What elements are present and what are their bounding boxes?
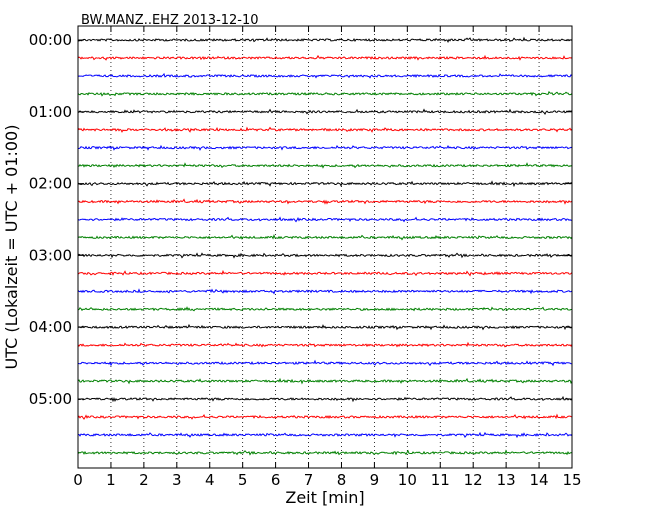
trace-row-23	[77, 449, 573, 456]
trace-row-12	[77, 252, 573, 259]
x-tick-label: 7	[304, 471, 314, 489]
x-tick-label: 3	[172, 471, 182, 489]
x-axis-label: Zeit [min]	[285, 488, 364, 507]
trace-layer	[77, 36, 573, 456]
y-tick-label: 01:00	[29, 103, 72, 121]
x-tick-label: 6	[271, 471, 281, 489]
x-tick-label: 4	[205, 471, 215, 489]
trace-row-10	[77, 216, 573, 223]
trace-row-18	[77, 359, 573, 367]
chart-title: BW.MANZ..EHZ 2013-12-10	[81, 13, 259, 28]
y-tick-label: 00:00	[29, 31, 72, 49]
trace-row-3	[77, 90, 573, 97]
trace-row-6	[77, 144, 573, 151]
trace-row-22	[77, 431, 573, 439]
x-tick-label: 0	[73, 471, 83, 489]
y-tick-label: 04:00	[29, 318, 72, 336]
trace-row-11	[77, 234, 573, 241]
y-tick-label: 05:00	[29, 390, 72, 408]
trace-row-16	[77, 323, 573, 331]
x-tick-label: 13	[497, 471, 516, 489]
trace-row-17	[77, 341, 573, 348]
trace-row-1	[77, 54, 573, 61]
trace-row-0	[77, 36, 573, 43]
x-tick-label: 2	[139, 471, 149, 489]
x-tick-label: 10	[398, 471, 417, 489]
x-tick-label: 8	[337, 471, 347, 489]
trace-row-20	[77, 395, 573, 403]
tick-layer: 0 1 2 3 4 5 6 7 8 9 10 11 12 13 14 1500:0001:0002:0003:…	[29, 26, 582, 489]
x-tick-label: 15	[562, 471, 581, 489]
trace-row-13	[77, 269, 573, 277]
plot-frame	[77, 25, 573, 469]
trace-row-2	[77, 72, 573, 79]
trace-row-5	[77, 126, 573, 133]
x-tick-label: 1	[106, 471, 116, 489]
trace-row-14	[77, 288, 573, 295]
trace-row-8	[77, 180, 573, 188]
trace-row-21	[77, 413, 573, 420]
y-tick-label: 02:00	[29, 175, 72, 193]
x-tick-label: 14	[530, 471, 549, 489]
y-tick-label: 03:00	[29, 246, 72, 264]
trace-row-19	[77, 377, 573, 385]
trace-row-4	[77, 108, 573, 115]
x-tick-label: 5	[238, 471, 248, 489]
x-tick-label: 11	[431, 471, 450, 489]
grid-layer	[110, 26, 540, 468]
x-tick-label: 12	[464, 471, 483, 489]
x-tick-label: 9	[370, 471, 380, 489]
y-axis-label: UTC (Lokalzeit = UTC + 01:00)	[2, 125, 21, 370]
trace-row-7	[77, 162, 573, 169]
trace-row-9	[77, 198, 573, 205]
trace-row-15	[77, 306, 573, 312]
